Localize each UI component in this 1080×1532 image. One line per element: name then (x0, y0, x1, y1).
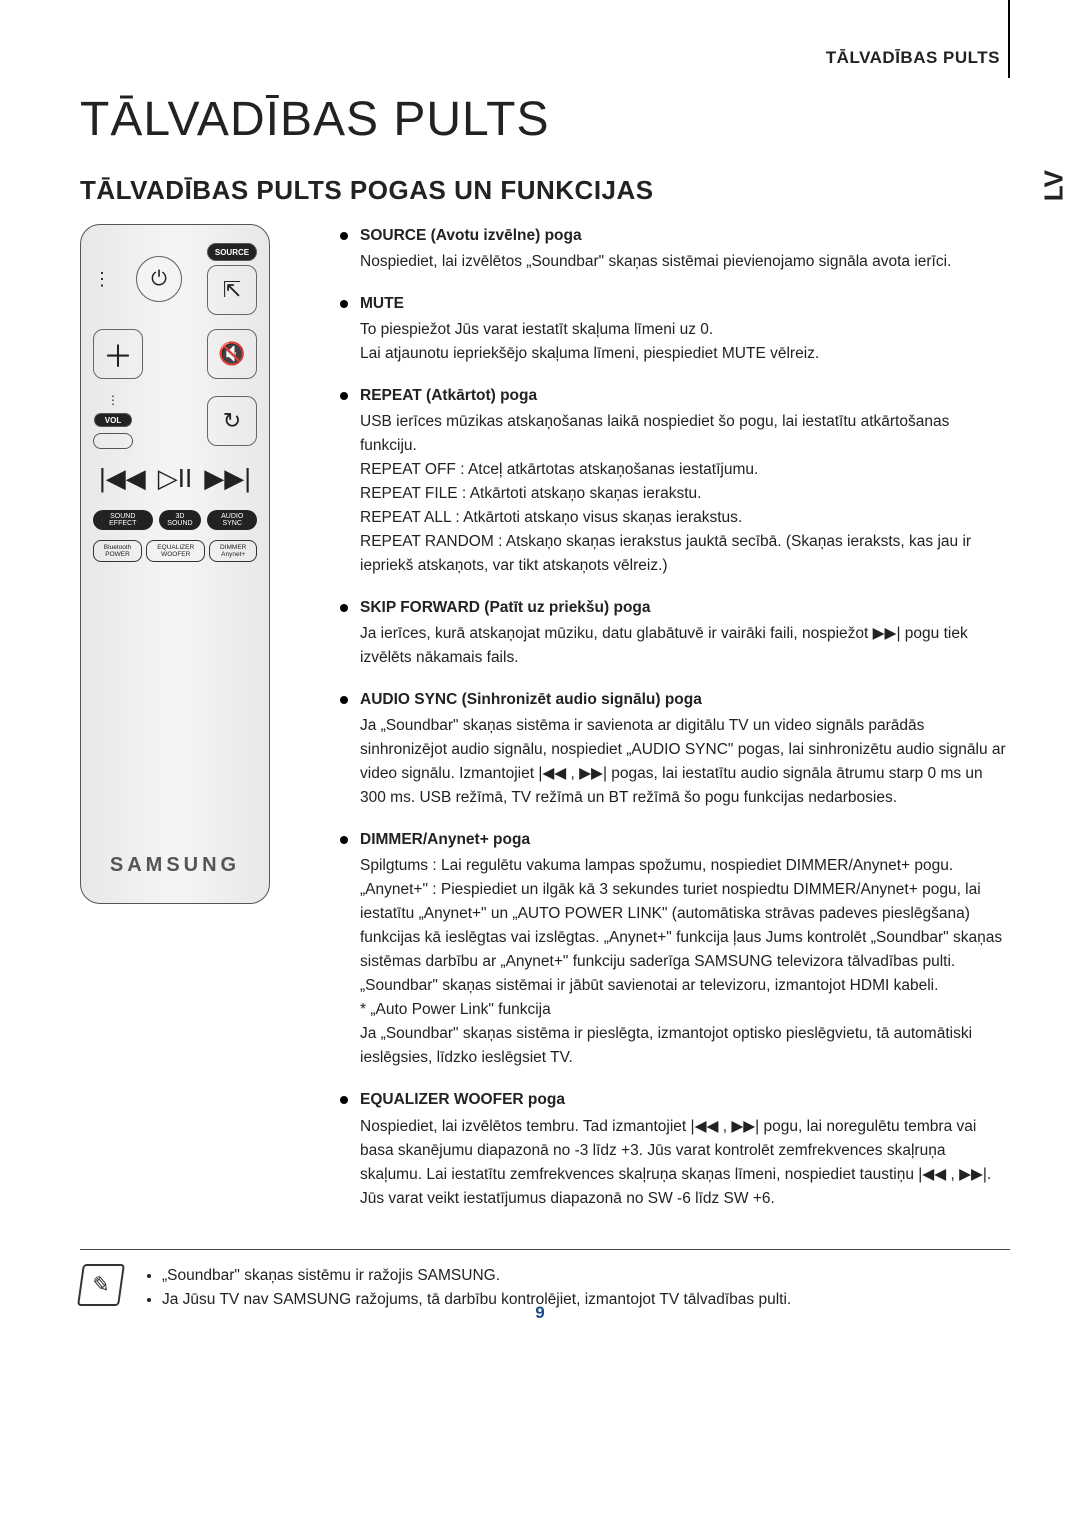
note-item: „Soundbar" skaņas sistēmu ir ražojis SAM… (162, 1264, 791, 1289)
item-lead: SOURCE (Avotu izvēlne) poga (360, 227, 582, 244)
section-header: TĀLVADĪBAS PULTS (826, 48, 1000, 68)
remote-diagram: ⋮ ⏻ SOURCE ⇱ ＋ 🔇 ⋮ VOL (80, 224, 270, 904)
page-number: 9 (0, 1303, 1080, 1323)
item-lead: EQUALIZER WOOFER poga (360, 1091, 565, 1108)
item-0: SOURCE (Avotu izvēlne) poga Nospiediet, l… (340, 224, 1010, 274)
item-body: USB ierīces mūzikas atskaņošanas laikā n… (360, 410, 1010, 578)
item-5: DIMMER/Anynet+ poga Spilgtums : Lai regul… (340, 828, 1010, 1070)
page-title: TĀLVADĪBAS PULTS (80, 92, 1010, 147)
vertical-rule (1008, 0, 1010, 78)
bt-power-label: Bluetooth POWER (93, 540, 142, 562)
source-label: SOURCE (207, 243, 257, 261)
vol-label: VOL (94, 413, 132, 427)
brand-logo: SAMSUNG (81, 854, 269, 877)
item-lead: DIMMER/Anynet+ poga (360, 831, 530, 848)
item-body: Ja ierīces, kurā atskaņojat mūziku, datu… (360, 622, 1010, 670)
item-6: EQUALIZER WOOFER poga Nospiediet, lai izv… (340, 1088, 1010, 1210)
sound-effect-label: SOUND EFFECT (93, 510, 153, 530)
item-body: Nospiediet, lai izvēlētos tembru. Tad iz… (360, 1115, 1010, 1211)
item-lead: REPEAT (Atkārtot) poga (360, 387, 537, 404)
play-pause-icon: ▷II (158, 463, 192, 494)
item-body: To piespiežot Jūs varat iestatīt skaļuma… (360, 318, 1010, 366)
item-2: REPEAT (Atkārtot) poga USB ierīces mūzika… (340, 384, 1010, 578)
dimmer-anynet-label: DIMMER Anynet+ (209, 540, 257, 562)
source-button-icon: ⇱ (207, 265, 257, 315)
item-1: MUTE To piespiežot Jūs varat iestatīt ska… (340, 292, 1010, 366)
volume-up-icon: ＋ (93, 329, 143, 379)
item-lead: AUDIO SYNC (Sinhronizēt audio signālu) p… (360, 691, 702, 708)
page-subtitle: TĀLVADĪBAS PULTS POGAS UN FUNKCIJAS (80, 175, 1010, 206)
language-tab: LV (1038, 170, 1069, 201)
skip-forward-icon: ▶▶| (204, 463, 251, 494)
audio-sync-label: AUDIO SYNC (207, 510, 257, 530)
item-body: Ja „Soundbar" skaņas sistēma ir savienot… (360, 714, 1010, 810)
eq-woofer-label: EQUALIZER WOOFER (146, 540, 205, 562)
descriptions: SOURCE (Avotu izvēlne) poga Nospiediet, l… (340, 224, 1010, 1229)
mute-icon: 🔇 (207, 329, 257, 379)
item-lead: SKIP FORWARD (Patīt uz priekšu) poga (360, 599, 651, 616)
item-lead: MUTE (360, 295, 404, 312)
note-icon: ✎ (77, 1264, 125, 1306)
skip-back-icon: |◀◀ (99, 463, 146, 494)
sound-3d-label: 3D SOUND (159, 510, 202, 530)
item-body: Spilgtums : Lai regulētu vakuma lampas s… (360, 854, 1010, 1070)
repeat-icon: ↻ (207, 396, 257, 446)
item-3: SKIP FORWARD (Patīt uz priekšu) poga Ja i… (340, 596, 1010, 670)
item-4: AUDIO SYNC (Sinhronizēt audio signālu) p… (340, 688, 1010, 810)
power-icon: ⏻ (136, 256, 182, 302)
item-body: Nospiediet, lai izvēlētos „Soundbar" ska… (360, 250, 1010, 274)
